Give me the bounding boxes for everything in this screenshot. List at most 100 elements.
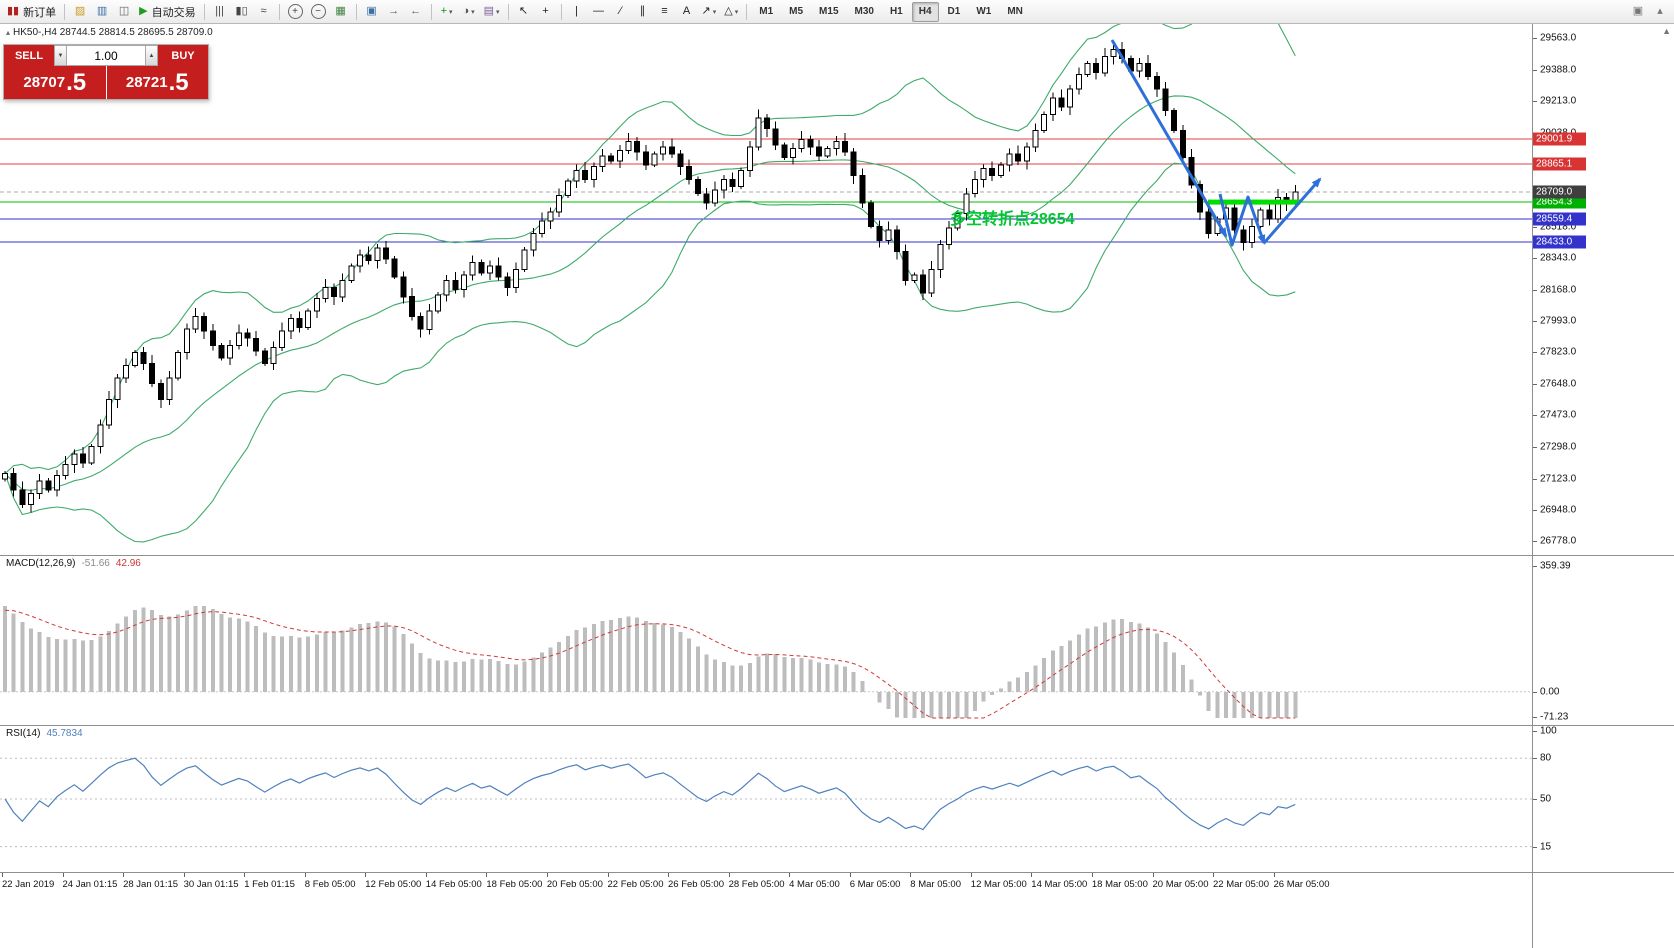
buy-price-display[interactable]: 28721.5 bbox=[106, 66, 208, 99]
drawn-arrow-2[interactable] bbox=[1218, 193, 1266, 247]
dropdown-arrow-icon: ▾ bbox=[471, 8, 475, 16]
time-label: 24 Jan 01:15 bbox=[62, 879, 118, 890]
toolbar-collapse-icon[interactable]: ▴ bbox=[1650, 2, 1670, 22]
candlestick-chart-icon[interactable]: ▮▯ bbox=[232, 2, 252, 22]
trendline-icon[interactable]: ∕ bbox=[611, 2, 631, 22]
rsi-scale-label: 80 bbox=[1540, 752, 1552, 764]
channel-icon[interactable]: ∥ bbox=[633, 2, 653, 22]
price-tag-28654.3: 28654.3 bbox=[1533, 195, 1586, 209]
arrow-tool-icon[interactable]: ↗ ▾ bbox=[699, 2, 720, 22]
time-label: 18 Feb 05:00 bbox=[486, 879, 543, 890]
templates-icon[interactable]: ▤ ▾ bbox=[481, 2, 503, 22]
price-label: 27993.0 bbox=[1540, 315, 1577, 327]
one-click-collapse-icon[interactable]: ▴ bbox=[6, 28, 11, 37]
price-tag-28559.4: 28559.4 bbox=[1533, 212, 1586, 226]
sell-button[interactable]: SELL bbox=[4, 45, 54, 66]
indicators-icon[interactable]: + ▾ bbox=[437, 2, 457, 22]
macd-name: MACD(12,26,9) bbox=[6, 558, 76, 569]
dock-chart-icon[interactable]: ▣ bbox=[1628, 2, 1648, 22]
axis-tick bbox=[1533, 321, 1537, 322]
timeframe-h1-button[interactable]: H1 bbox=[883, 2, 910, 22]
rsi-label: RSI(14) 45.7834 bbox=[6, 728, 83, 739]
crosshair-icon[interactable]: + bbox=[536, 2, 556, 22]
price-tag-28433.0: 28433.0 bbox=[1533, 235, 1586, 249]
dropdown-arrow-icon: ▾ bbox=[734, 8, 739, 16]
axis-tick bbox=[1533, 38, 1537, 39]
scroll-up-icon[interactable]: ▲ bbox=[1662, 26, 1671, 36]
buy-button[interactable]: BUY bbox=[158, 45, 208, 66]
time-label: 12 Feb 05:00 bbox=[365, 879, 422, 890]
axis-tick bbox=[1533, 758, 1537, 759]
time-tick bbox=[183, 873, 185, 877]
axis-tick bbox=[1533, 101, 1537, 102]
horizontal-line-icon[interactable]: — bbox=[589, 2, 609, 22]
sell-price-display[interactable]: 28707.5 bbox=[4, 66, 106, 99]
macd-plot bbox=[0, 605, 1532, 719]
axis-tick bbox=[1533, 731, 1537, 732]
vertical-line-icon[interactable]: | bbox=[567, 2, 587, 22]
axis-tick bbox=[1533, 692, 1537, 693]
cursor-icon[interactable]: ↖ bbox=[514, 2, 534, 22]
grid-icon[interactable]: ▦ bbox=[331, 2, 351, 22]
time-tick bbox=[910, 873, 912, 877]
timeframe-w1-button[interactable]: W1 bbox=[969, 2, 998, 22]
rsi-indicator-pane[interactable]: RSI(14) 45.7834 bbox=[0, 726, 1532, 872]
timeframe-h4-button[interactable]: H4 bbox=[911, 1, 939, 22]
rsi-scale-label: 15 bbox=[1540, 841, 1552, 853]
zoom-in-icon[interactable]: + bbox=[285, 2, 306, 22]
fibonacci-icon[interactable]: ≡ bbox=[655, 2, 675, 22]
macd-histogram bbox=[3, 605, 1298, 718]
bar-chart-icon[interactable]: ||| bbox=[210, 2, 230, 22]
price-label: 29563.0 bbox=[1540, 32, 1577, 44]
timeframe-m5-button[interactable]: M5 bbox=[782, 2, 810, 22]
text-icon[interactable]: A bbox=[677, 2, 697, 22]
price-label: 28168.0 bbox=[1540, 284, 1577, 296]
timeframe-m1-button[interactable]: M1 bbox=[752, 2, 780, 22]
rsi-value: 45.7834 bbox=[46, 728, 83, 739]
horizontal-line-icon-glyph: — bbox=[593, 5, 604, 17]
buy-price-pip: .5 bbox=[168, 68, 189, 96]
highlight-level-bar[interactable] bbox=[1208, 199, 1300, 205]
axis-tick bbox=[1533, 352, 1537, 353]
one-click-trading-panel: SELL ▼ ▲ BUY 28707.5 28721.5 bbox=[3, 44, 209, 100]
line-chart-icon[interactable]: ≈ bbox=[254, 2, 274, 22]
toolbar-separator bbox=[64, 3, 66, 20]
volume-decrease-button[interactable]: ▼ bbox=[54, 45, 67, 66]
auto-scroll-icon[interactable]: → bbox=[384, 2, 404, 22]
time-tick bbox=[62, 873, 64, 877]
macd-scale-label: 359.39 bbox=[1540, 560, 1571, 572]
navigator-icon[interactable]: ◫ bbox=[114, 2, 134, 22]
price-tag-29001.9: 29001.9 bbox=[1533, 132, 1586, 146]
profiles-icon[interactable]: ▨ bbox=[70, 2, 90, 22]
new-order-button[interactable]: ▮▮ 新订单 bbox=[4, 2, 59, 22]
axis-tick bbox=[1533, 258, 1537, 259]
drawn-arrow-3[interactable] bbox=[1262, 177, 1322, 244]
zoom-out-icon[interactable]: − bbox=[308, 2, 329, 22]
time-tick bbox=[607, 873, 609, 877]
drawn-arrow-1[interactable] bbox=[1110, 39, 1228, 238]
periods-icon[interactable]: ◑ ▾ bbox=[459, 2, 479, 22]
timeframe-m15-button[interactable]: M15 bbox=[812, 2, 845, 22]
price-axis[interactable]: ▲ 29563.029388.029213.029038.028518.0283… bbox=[1532, 24, 1674, 948]
volume-increase-button[interactable]: ▲ bbox=[145, 45, 158, 66]
volume-input[interactable] bbox=[67, 45, 145, 66]
axis-tick bbox=[1533, 479, 1537, 480]
timeframe-d1-button[interactable]: D1 bbox=[941, 2, 968, 22]
autotrading-button-label: 自动交易 bbox=[151, 6, 196, 19]
time-tick bbox=[244, 873, 246, 877]
timeframe-m30-button[interactable]: M30 bbox=[848, 2, 881, 22]
chart-annotation-text[interactable]: 多空转折点28654 bbox=[950, 211, 1075, 228]
autotrading-button[interactable]: ▶ 自动交易 bbox=[136, 2, 198, 22]
price-chart-pane[interactable]: ▴ HK50-,H4 28744.5 28814.5 28695.5 28709.… bbox=[0, 24, 1532, 556]
price-label: 26778.0 bbox=[1540, 535, 1577, 547]
timeframe-mn-button[interactable]: MN bbox=[1000, 2, 1030, 22]
rsi-name: RSI(14) bbox=[6, 728, 41, 739]
shapes-icon[interactable]: △ ▾ bbox=[721, 2, 741, 22]
sell-price-main: 28707 bbox=[23, 74, 66, 91]
chart-shift-icon[interactable]: ← bbox=[406, 2, 426, 22]
tile-windows-icon[interactable]: ▣ bbox=[362, 2, 382, 22]
pane-divider bbox=[1533, 555, 1674, 556]
candlestick-chart[interactable] bbox=[0, 24, 1532, 555]
market-watch-icon[interactable]: ▥ bbox=[92, 2, 112, 22]
macd-indicator-pane[interactable]: MACD(12,26,9) -51.66 42.96 bbox=[0, 556, 1532, 726]
